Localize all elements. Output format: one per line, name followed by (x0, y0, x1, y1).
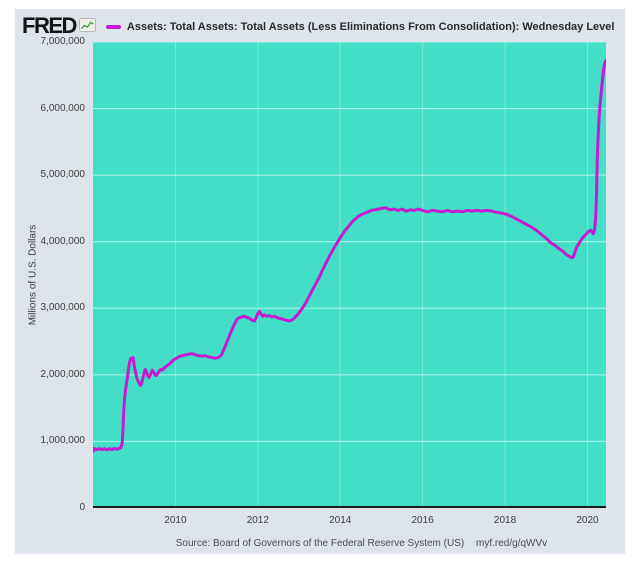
x-tick-label: 2012 (246, 515, 269, 526)
chart-plot-area[interactable] (93, 42, 606, 508)
x-tick-label: 2018 (493, 515, 517, 526)
y-tick-label: 1,000,000 (40, 435, 86, 447)
plot-background (93, 42, 606, 508)
x-tick-label: 2020 (576, 515, 599, 526)
y-tick-label: 3,000,000 (40, 302, 86, 314)
chart-canvas[interactable] (93, 42, 606, 508)
legend-line-swatch (105, 25, 121, 29)
x-tick-label: 2010 (164, 515, 187, 526)
graph-header: FRED Assets: Total Assets: Total Assets … (22, 13, 614, 39)
y-tick-label: 4,000,000 (40, 235, 86, 247)
y-tick-label: 6,000,000 (40, 102, 86, 114)
graph-footer: Source: Board of Governors of the Federa… (15, 538, 625, 549)
y-tick-label: 7,000,000 (40, 36, 86, 47)
y-tick-label: 2,000,000 (40, 368, 86, 380)
source-text: Source: Board of Governors of the Federa… (175, 538, 465, 549)
data-series-line[interactable] (93, 59, 606, 453)
shortlink[interactable]: myf.red/g/qWVv (476, 538, 548, 549)
x-tick-label: 2016 (411, 515, 434, 526)
y-tick-label: 0 (79, 502, 85, 513)
sparkline-icon (78, 18, 96, 37)
y-tick-label: 5,000,000 (40, 169, 86, 181)
legend-label: Assets: Total Assets: Total Assets (Less… (126, 21, 615, 33)
fred-graph-panel: FRED Assets: Total Assets: Total Assets … (15, 9, 625, 554)
legend: Assets: Total Assets: Total Assets (Less… (105, 21, 615, 33)
fred-logo[interactable]: FRED (22, 13, 77, 38)
x-tick-label: 2014 (329, 515, 352, 526)
